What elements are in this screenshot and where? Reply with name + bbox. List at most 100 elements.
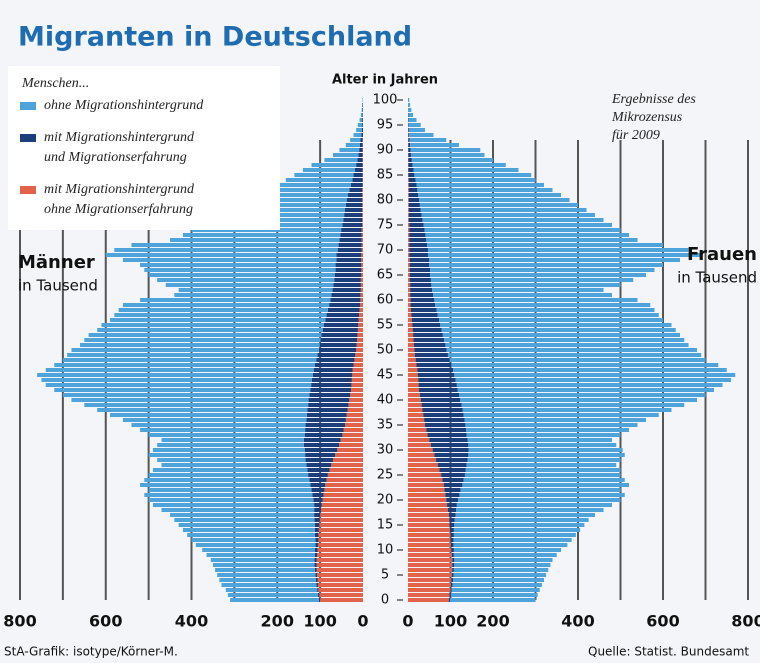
bar xyxy=(443,483,463,487)
bar xyxy=(131,423,306,427)
bar xyxy=(452,558,455,562)
bar xyxy=(437,313,659,317)
bar xyxy=(410,283,432,287)
bar xyxy=(230,598,319,602)
bar xyxy=(305,428,344,432)
bar xyxy=(165,283,334,287)
bar xyxy=(408,108,412,112)
bar xyxy=(322,328,358,332)
right-unit: in Tausend xyxy=(677,269,757,287)
bar xyxy=(427,433,467,437)
bar xyxy=(408,518,450,522)
bar xyxy=(408,203,409,207)
bar xyxy=(436,458,468,462)
bar xyxy=(446,498,459,502)
bar xyxy=(314,533,319,537)
bar xyxy=(310,483,326,487)
bar xyxy=(409,128,425,132)
bar xyxy=(110,318,326,322)
bar xyxy=(451,548,454,552)
bar xyxy=(140,298,331,302)
bar xyxy=(408,528,451,532)
bar xyxy=(356,128,362,132)
bar xyxy=(408,218,409,222)
bar xyxy=(451,573,454,577)
bar xyxy=(361,248,363,252)
bar xyxy=(408,228,410,232)
bar xyxy=(408,258,410,262)
bar xyxy=(409,228,425,232)
bar xyxy=(318,598,321,602)
bar xyxy=(359,308,363,312)
bar xyxy=(351,383,363,387)
bar xyxy=(454,523,585,527)
bar xyxy=(178,288,333,292)
bar xyxy=(466,433,621,437)
y-tick-label: 95 xyxy=(377,118,394,133)
bar xyxy=(315,538,319,542)
bars xyxy=(37,98,736,602)
bar xyxy=(408,178,416,182)
bar xyxy=(408,168,414,172)
bar xyxy=(352,178,363,182)
y-axis-label: Alter in Jahren xyxy=(332,73,438,88)
y-tick-label: 10 xyxy=(377,543,394,558)
legend-title: Menschen... xyxy=(21,76,89,91)
bar xyxy=(410,143,459,147)
bar xyxy=(307,468,330,472)
bar xyxy=(408,313,412,317)
bar xyxy=(234,208,345,212)
bar xyxy=(148,273,335,277)
bar xyxy=(408,183,409,187)
bar xyxy=(430,278,634,282)
bar xyxy=(360,293,363,297)
bar xyxy=(416,363,452,367)
bar xyxy=(408,538,451,542)
x-tick-label: 200 xyxy=(261,612,294,631)
bar xyxy=(316,583,318,587)
note: Mikrozensus xyxy=(611,110,683,125)
bar xyxy=(420,398,461,402)
bar xyxy=(335,263,362,267)
bar xyxy=(408,238,410,242)
bar xyxy=(314,568,317,572)
bar xyxy=(359,143,363,147)
bar xyxy=(294,173,354,177)
bar xyxy=(449,518,455,522)
bar xyxy=(324,488,363,492)
bar xyxy=(353,133,362,137)
bar xyxy=(417,188,553,192)
y-tick-label: 30 xyxy=(377,443,394,458)
bar xyxy=(414,173,532,177)
bar xyxy=(345,143,360,147)
bar xyxy=(434,298,638,302)
bar xyxy=(97,408,308,412)
bar xyxy=(307,408,348,412)
bar xyxy=(408,488,445,492)
bar xyxy=(408,588,451,592)
bar xyxy=(344,208,363,212)
bar xyxy=(170,238,340,242)
bar xyxy=(408,138,410,142)
bar xyxy=(219,578,316,582)
bar xyxy=(347,408,363,412)
bar xyxy=(356,343,363,347)
bar xyxy=(358,153,363,157)
bar xyxy=(409,253,428,257)
bar xyxy=(409,273,431,277)
bar xyxy=(62,358,317,362)
bar xyxy=(314,518,320,522)
bar xyxy=(430,268,655,272)
note: Ergebnisse des Mikrozensus für 2009 xyxy=(611,92,696,143)
bar xyxy=(408,98,410,102)
bar xyxy=(408,338,414,342)
bar xyxy=(409,133,434,137)
bar xyxy=(453,578,544,582)
bar xyxy=(210,558,315,562)
bar xyxy=(408,478,443,482)
y-tick-label: 70 xyxy=(377,243,394,258)
x-tick-label: 400 xyxy=(175,612,208,631)
bar xyxy=(118,308,328,312)
bar xyxy=(459,493,625,497)
bar xyxy=(306,463,332,467)
